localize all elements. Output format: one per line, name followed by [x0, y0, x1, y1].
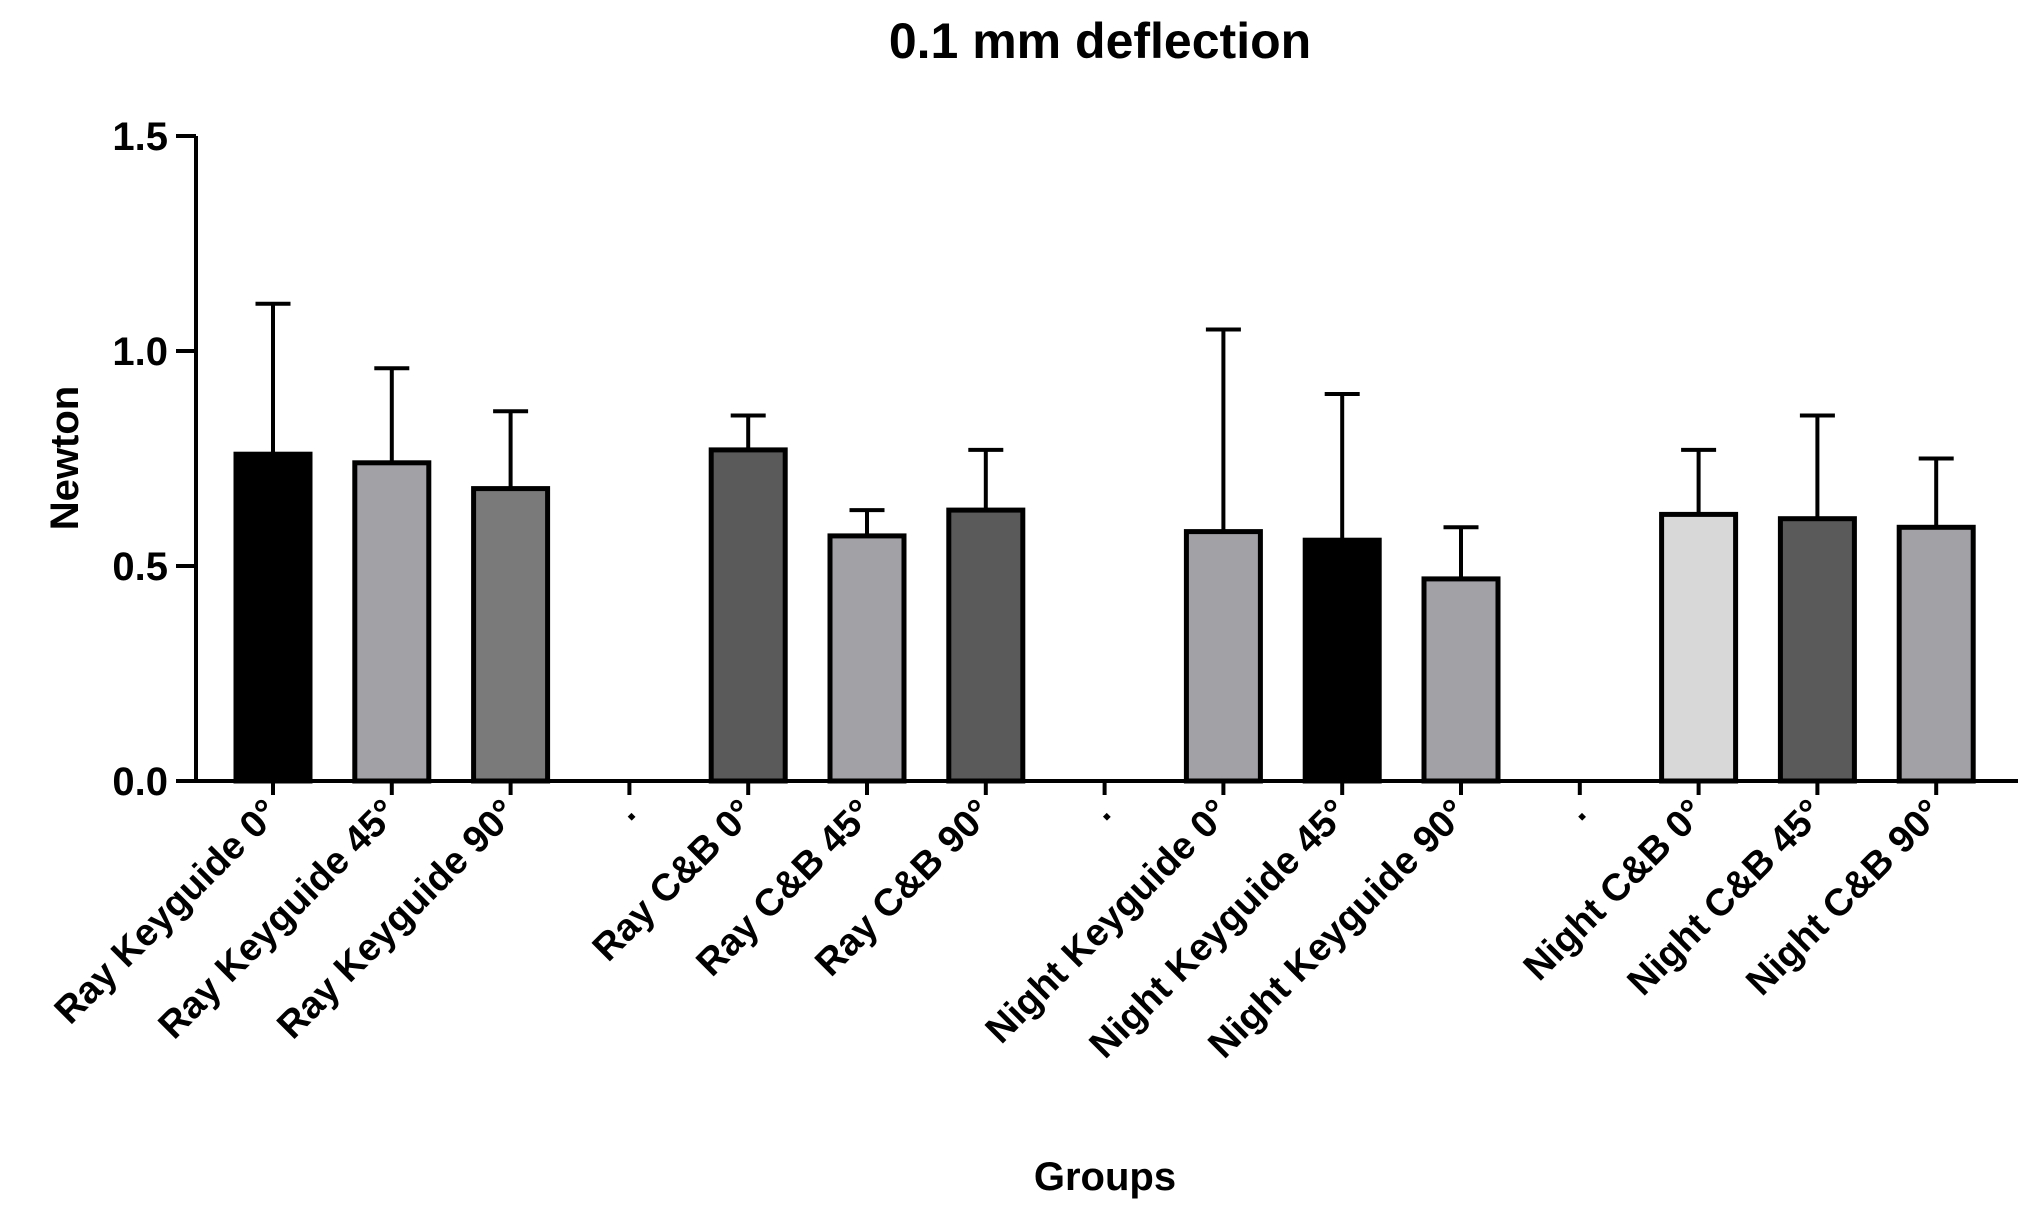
bar [1896, 524, 1976, 784]
x-axis-label: Groups [1034, 1155, 1176, 1199]
bar [708, 447, 788, 784]
bar [471, 486, 551, 784]
x-tick-label: . [607, 792, 644, 829]
bar [946, 507, 1026, 784]
y-tick-label: 1.0 [112, 330, 168, 374]
bar [1421, 576, 1501, 784]
x-tick-label: . [1557, 792, 1594, 829]
x-tick-label: Ray Keyguide 0° [47, 792, 288, 1033]
bar [1777, 516, 1857, 784]
bar [233, 451, 313, 784]
bar [1183, 529, 1263, 784]
y-tick-label: 0.5 [112, 545, 168, 589]
bar [1659, 511, 1739, 784]
bar [1302, 537, 1382, 784]
chart-title: 0.1 mm deflection [889, 13, 1311, 69]
bar [827, 533, 907, 784]
y-tick-label: 0.0 [112, 760, 168, 804]
x-tick-label: . [1082, 792, 1119, 829]
y-tick-label: 1.5 [112, 115, 168, 159]
y-axis-label: Newton [43, 386, 87, 530]
bar [352, 460, 432, 784]
